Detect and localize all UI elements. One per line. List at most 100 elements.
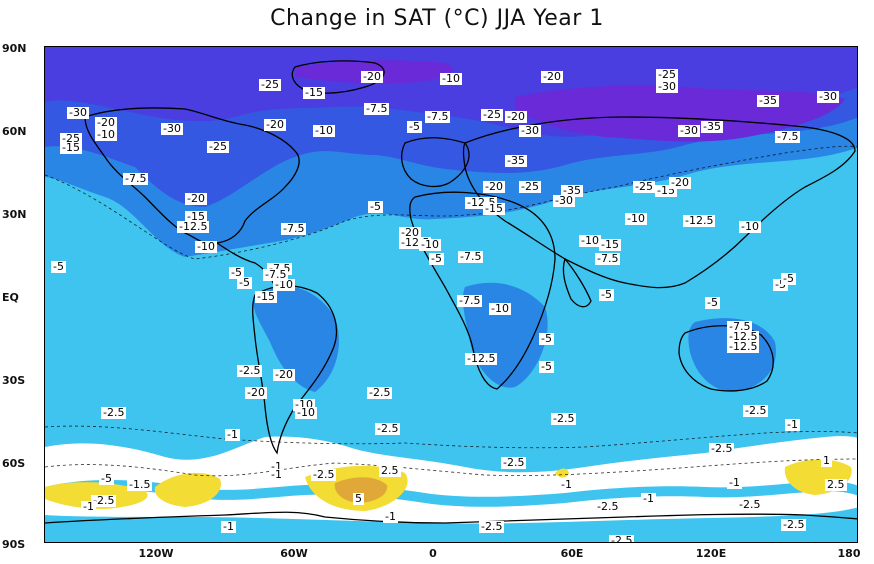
contour-label: -20 [669,176,691,189]
contour-label: -20 [505,110,527,123]
contour-label: -25 [656,68,678,81]
contour-label: -20 [185,192,207,205]
lat-label-90s: 90S [2,538,26,551]
contour-label: -12.5 [465,352,498,365]
contour-label: -1.5 [127,478,153,491]
contour-label: -30 [161,122,183,135]
contour-label: -7.5 [123,172,149,185]
lon-label-60e: 60E [560,547,584,560]
lat-label-60s: 60S [2,457,26,470]
contour-label: -2.5 [551,412,577,425]
europe-outline [400,137,470,188]
contour-label: -15 [255,290,277,303]
lon-label-180: 180 [837,547,861,560]
contour-label: -5 [368,200,383,213]
contour-label: -1 [81,500,96,513]
contour-label: -1 [225,428,240,441]
contour-label: -20 [273,368,295,381]
map-title: Change in SAT (°C) JJA Year 1 [270,6,604,31]
lat-label-eq: EQ [2,291,19,304]
greenland-outline [291,60,385,94]
contour-label: -2.5 [737,498,763,511]
warm-patch-5 [555,468,569,478]
contour-label: -25 [633,180,655,193]
contour-label: -1 [559,478,574,491]
lon-label-120w: 120W [138,547,174,560]
contour-label: -2.5 [743,404,769,417]
contour-label: -10 [739,220,761,233]
contour-label: -2.5 [311,468,337,481]
contour-label: -10 [440,72,462,85]
contour-label: 2.5 [379,464,401,477]
contour-label: -5 [407,120,422,133]
lon-label-0: 0 [429,547,437,560]
contour-label: -30 [519,124,541,137]
contour-label: -10 [195,240,217,253]
contour-label: -20 [95,116,117,129]
contour-label: 5 [353,492,364,505]
contour-label: -12.5 [683,214,716,227]
warm-patch-2 [154,472,221,507]
contour-label: -1 [221,520,236,533]
contour-lines [45,145,857,477]
contour-label: -5 [229,266,244,279]
lat-label-30s: 30S [2,374,26,387]
contour-2-5 [45,425,857,449]
contour-label: -1 [269,468,284,481]
contour-label: -25 [207,140,229,153]
contour-label: -10 [579,234,601,247]
contour-label: -30 [656,80,678,93]
warm-core-3 [334,477,388,503]
contour-label: -35 [505,154,527,167]
contour-label: -10 [625,212,647,225]
contour-label: -1 [641,492,656,505]
contour-label: -2.5 [479,520,505,533]
contour-label: -15 [60,141,82,154]
contour-label: -2.5 [709,442,735,455]
contour-label: -10 [489,302,511,315]
contour-label: -20 [245,386,267,399]
india-outline [562,257,592,308]
contour-label: -5 [429,252,444,265]
contour-label: -15 [599,238,621,251]
contour-label: -5 [539,360,554,373]
contour-label: -12.5 [727,340,760,353]
contour-label: -20 [361,70,383,83]
contour-7-5 [45,145,857,260]
contour-label: -2.5 [367,386,393,399]
contour-label: -20 [541,70,563,83]
contour-label: -2.5 [501,456,527,469]
contour-label: -30 [678,124,700,137]
contour-label: -10 [419,238,441,251]
map-panel: -20 -25 -15 -10 -20 -25 -30 -35 -30 -30 … [44,46,858,543]
contour-label: -15 [185,210,207,223]
contour-label: -7.5 [364,102,390,115]
contour-label: -15 [303,86,325,99]
contour-label: -30 [67,106,89,119]
contour-label: -10 [273,278,295,291]
contour-label: -1 [785,418,800,431]
contour-label: -2.5 [91,494,117,507]
contour-label: -2.5 [595,500,621,513]
contour-label: -7.5 [281,222,307,235]
asia-outline [462,116,856,289]
contour-label: -20 [399,226,421,239]
contour-label: -5 [781,272,796,285]
contour-label: -7.5 [425,110,451,123]
contour-label: -1 [727,476,742,489]
contour-label: -7.5 [727,320,753,333]
contour-label: -10 [95,128,117,141]
lon-label-120e: 120E [695,547,727,560]
contour-label: -30 [553,194,575,207]
contour-label: -25 [519,180,541,193]
contour-label: -10 [295,406,317,419]
cold-south-america [253,286,339,392]
contour-label: 2.5 [825,478,847,491]
contour-label: -35 [701,120,723,133]
contour-1 [45,458,857,477]
contour-label: -5 [51,260,66,273]
contour-label: -35 [561,184,583,197]
north-america-outline [84,107,300,245]
contour-label: 1 [821,454,832,467]
contour-label: -7.5 [595,252,621,265]
